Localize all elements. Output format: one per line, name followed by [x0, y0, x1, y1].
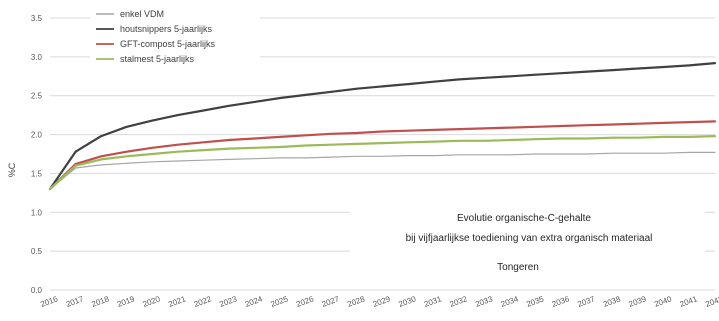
annotation-line-1: Evolutie organische-C-gehalte: [457, 213, 591, 224]
annotation-line-2: bij vijfjaarlijkse toediening van extra …: [406, 233, 653, 244]
y-axis-label: %C: [7, 162, 17, 177]
legend-label: GFT-compost 5-jaarlijks: [120, 39, 216, 49]
y-tick-label: 0.5: [31, 247, 43, 256]
y-tick-label: 1.5: [31, 169, 43, 178]
legend: enkel VDM houtsnippers 5-jaarlijks GFT-com…: [90, 6, 260, 70]
legend-label: enkel VDM: [120, 9, 164, 19]
legend-label: houtsnippers 5-jaarlijks: [120, 24, 213, 34]
chart-annotation: Evolutie organische-C-gehalte bij vijfja…: [350, 203, 705, 283]
y-tick-label: 2.0: [31, 131, 43, 140]
legend-label: stalmest 5-jaarlijks: [120, 54, 195, 64]
y-tick-label: 3.5: [31, 14, 43, 23]
annotation-line-3: Tongeren: [497, 262, 539, 273]
y-tick-label: 0.0: [31, 286, 43, 295]
y-tick-label: 2.5: [31, 92, 43, 101]
y-tick-label: 3.0: [31, 53, 43, 62]
y-tick-label: 1.0: [31, 208, 43, 217]
